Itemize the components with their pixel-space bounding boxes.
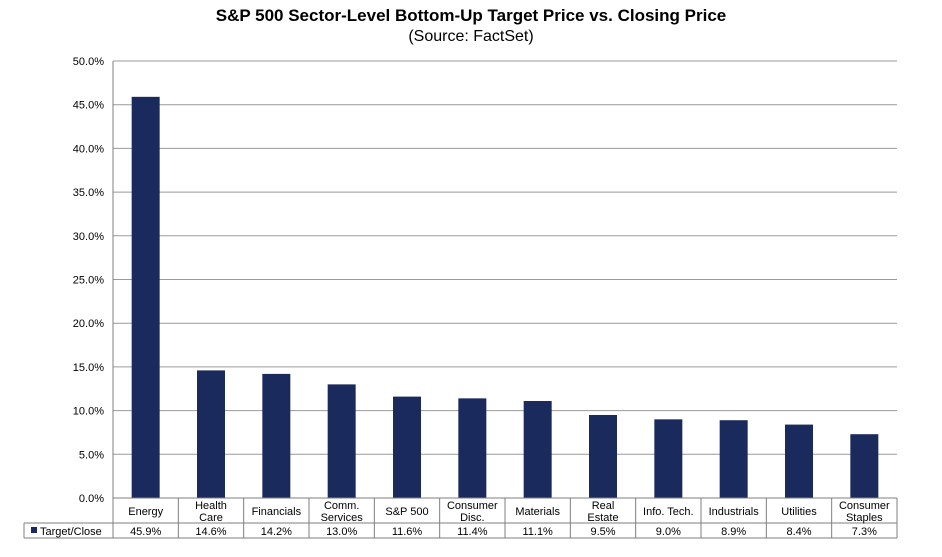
x-category-label: Energy [128,506,163,518]
x-category-label: Consumer [447,500,498,512]
bar [523,400,552,498]
bar [197,370,225,498]
x-category-label: Health [195,500,227,512]
bar [458,398,487,498]
chart-title: S&P 500 Sector-Level Bottom-Up Target Pr… [215,6,727,25]
x-category-label: Industrials [709,506,760,518]
data-table-value: 9.0% [656,526,681,538]
x-category-label: Consumer [839,500,890,512]
data-table-value: 11.4% [457,526,488,538]
data-table-value: 45.9% [130,526,161,538]
y-tick-label: 45.0% [73,100,104,112]
y-tick-label: 40.0% [73,143,104,155]
y-tick-label: 25.0% [73,275,104,287]
bar [393,396,421,498]
y-tick-label: 35.0% [73,187,104,199]
y-tick-label: 50.0% [73,56,104,68]
data-table-value: 8.9% [721,526,746,538]
bar [131,96,160,499]
bar [654,419,683,498]
x-category-label: Comm. [324,500,359,512]
x-category-label: Utilities [781,506,817,518]
x-category-label: Materials [515,506,560,518]
data-table-value: 9.5% [590,526,615,538]
x-category-label: Info. Tech. [643,506,694,518]
data-table-value: 14.6% [195,526,226,538]
data-table-value: 8.4% [786,526,811,538]
y-tick-label: 30.0% [73,231,104,243]
data-table-value: 11.1% [522,526,553,538]
bar [785,424,813,498]
x-category-label: S&P 500 [385,506,428,518]
bar [850,434,879,498]
data-table-value: 13.0% [326,526,357,538]
legend-label: Target/Close [40,526,102,538]
chart-subtitle: (Source: FactSet) [408,28,534,45]
x-category-label: Staples [846,512,883,524]
x-category-label: Care [199,512,223,524]
y-tick-label: 15.0% [73,362,104,374]
data-table-value: 11.6% [392,526,423,538]
x-category-label: Financials [252,506,302,518]
y-tick-label: 20.0% [73,318,104,330]
x-category-label: Services [321,512,364,524]
legend-swatch [31,527,37,533]
x-category-label: Disc. [460,512,484,524]
x-category-label: Real [592,500,615,512]
y-tick-label: 5.0% [79,449,104,461]
bar [262,373,291,498]
y-tick-label: 0.0% [79,493,104,505]
data-table-value: 14.2% [261,526,292,538]
bar [589,414,617,498]
bar [719,420,748,498]
data-table-value: 7.3% [852,526,877,538]
y-tick-label: 10.0% [73,406,104,418]
bar [327,384,356,498]
x-category-label: Estate [587,512,618,524]
